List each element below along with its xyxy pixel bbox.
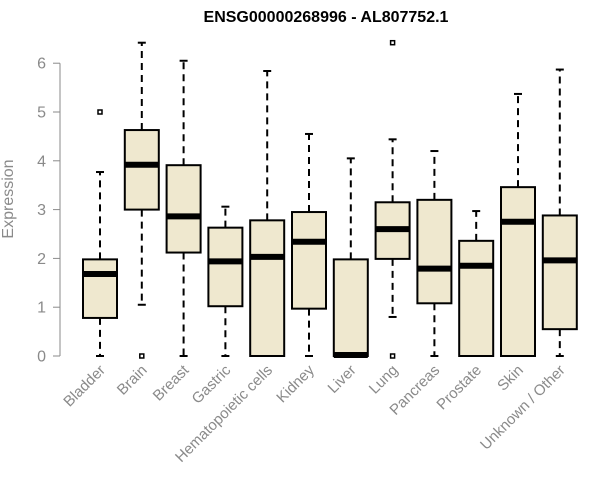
- x-tick-label: Bladder: [60, 362, 109, 411]
- x-tick-label: Lung: [366, 362, 402, 398]
- box-gastric: [207, 205, 244, 357]
- iqr-box: [332, 258, 369, 358]
- box-kidney: [291, 132, 327, 357]
- iqr-box: [416, 198, 453, 305]
- x-tick-label: Breast: [150, 361, 193, 404]
- y-tick-label: 1: [37, 300, 46, 317]
- y-axis: 0 1 2 3 4 5 6: [37, 56, 61, 366]
- y-tick-label: 5: [37, 105, 46, 122]
- box-skin: [500, 92, 536, 357]
- x-tick-label: Prostate: [433, 362, 485, 414]
- y-tick-label: 0: [37, 349, 46, 366]
- x-tick-label: Liver: [325, 362, 360, 397]
- iqr-box: [165, 164, 202, 254]
- outlier-point: [97, 109, 103, 115]
- y-tick-label: 4: [37, 153, 46, 170]
- outlier-point: [389, 39, 396, 46]
- box-brain: [123, 41, 160, 359]
- box-liver: [332, 157, 369, 359]
- iqr-box: [500, 186, 536, 357]
- iqr-box: [541, 214, 578, 331]
- iqr-box: [207, 226, 244, 308]
- box-prostate: [458, 210, 495, 357]
- chart-title: ENSG00000268996 - AL807752.1: [204, 9, 449, 26]
- y-tick-label: 2: [37, 251, 46, 268]
- boxes-group: [82, 39, 578, 359]
- outlier-point: [389, 353, 396, 359]
- x-tick-label: Skin: [494, 362, 527, 395]
- iqr-box: [123, 129, 160, 211]
- box-hematopoietic-cells: [249, 70, 286, 357]
- iqr-box: [249, 219, 286, 357]
- box-bladder: [82, 109, 118, 357]
- box-pancreas: [416, 150, 453, 357]
- iqr-box: [458, 239, 495, 357]
- iqr-box: [82, 258, 118, 319]
- box-unknown-other: [541, 68, 578, 357]
- y-axis-label: Expression: [0, 159, 17, 238]
- outlier-point: [139, 353, 145, 359]
- y-tick-label: 3: [37, 202, 46, 219]
- iqr-box: [291, 211, 327, 310]
- x-tick-label: Brain: [114, 362, 151, 399]
- box-lung: [374, 39, 411, 359]
- x-tick-label: Kidney: [273, 361, 318, 406]
- box-breast: [165, 59, 202, 357]
- y-tick-label: 6: [37, 56, 46, 73]
